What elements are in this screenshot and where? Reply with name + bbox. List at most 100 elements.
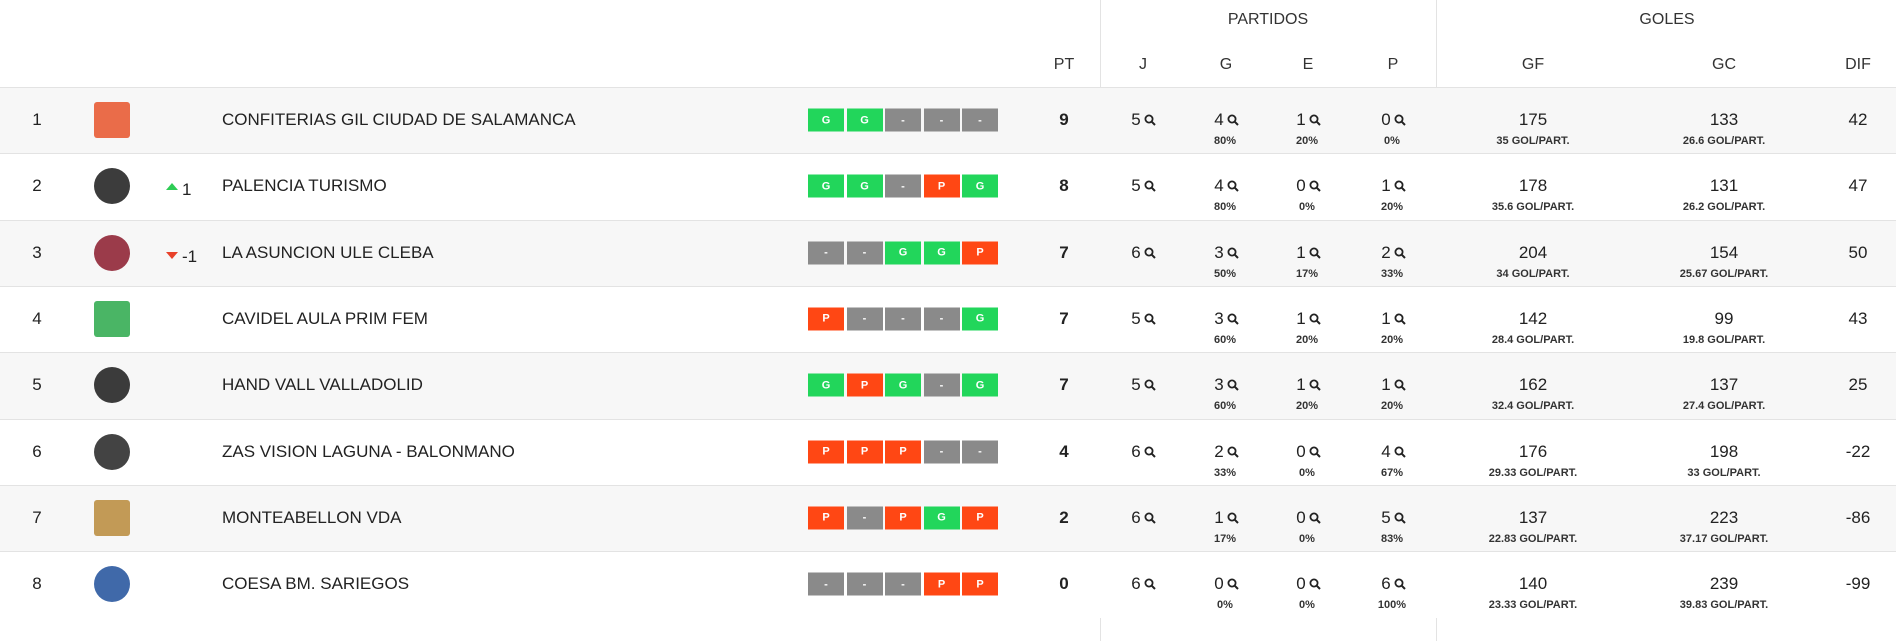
form-badge: -	[846, 307, 883, 331]
search-icon	[1394, 446, 1406, 458]
form-badge: G	[808, 108, 844, 132]
stat-e: 1	[1296, 242, 1306, 262]
stat-j: 6	[1131, 242, 1141, 262]
form-badge: G	[962, 373, 998, 397]
form-badge: -	[923, 440, 960, 463]
points: 7	[1059, 375, 1069, 395]
points: 0	[1059, 574, 1069, 594]
form-badge: P	[808, 307, 844, 331]
search-icon	[1394, 379, 1406, 391]
form-badge: -	[808, 572, 844, 596]
form-badge: G	[885, 373, 921, 397]
search-icon	[1144, 180, 1156, 193]
form-badge: -	[885, 572, 921, 596]
column-header: PT	[1053, 56, 1075, 73]
position: 1	[32, 110, 42, 129]
team-logo	[94, 499, 130, 536]
form-badge: -	[962, 440, 998, 463]
team-name: CAVIDEL AULA PRIM FEM	[222, 308, 428, 328]
column-header: P	[1387, 56, 1399, 73]
form-badge: G	[923, 241, 960, 265]
stat-j: 6	[1131, 574, 1141, 594]
form-badge: P	[962, 572, 998, 596]
search-icon	[1394, 247, 1406, 259]
stat-p: 0	[1381, 110, 1391, 129]
team-logo	[94, 168, 130, 205]
team-logo	[94, 367, 130, 404]
points: 8	[1059, 176, 1069, 196]
stat-p: 1	[1381, 375, 1391, 395]
team-logo	[94, 102, 130, 138]
table-row: 5 HAND VALL VALLADOLID G P G - G 7 5 3 60% 1 20% 1 20%…	[0, 352, 1896, 420]
goals-against: 154	[1709, 242, 1739, 262]
table-row: 6 ZAS VISION LAGUNA - BALONMANO P P P - -4 6 2 33…	[0, 418, 1896, 486]
search-icon	[1227, 446, 1239, 458]
team-logo	[94, 234, 130, 271]
form-badge: -	[808, 241, 844, 265]
table-row: 3 -1 LA ASUNCION ULE CLEBA - - G G P 7 6 3 50% 1 17% 2…	[0, 219, 1896, 287]
form-badge: P	[962, 241, 998, 265]
goals-for-avg: 35.6 GOL/PART.	[1491, 201, 1575, 214]
stat-e: 1	[1296, 110, 1306, 129]
goals-for-avg: 23.33 GOL/PART.	[1488, 599, 1578, 612]
team-name: ZAS VISION LAGUNA - BALONMANO	[222, 441, 515, 461]
form-badge: -	[846, 572, 883, 596]
team-name: HAND VALL VALLADOLID	[222, 375, 423, 395]
column-header: GC	[1712, 56, 1736, 73]
search-icon	[1309, 446, 1321, 458]
search-icon	[1144, 379, 1156, 391]
goals-for-avg: 29.33 GOL/PART.	[1488, 466, 1578, 479]
search-icon	[1144, 512, 1156, 524]
search-icon	[1227, 114, 1239, 126]
form-badge: -	[923, 307, 960, 331]
goals-for: 204	[1518, 242, 1548, 262]
search-icon	[1309, 379, 1321, 391]
search-icon	[1144, 247, 1156, 259]
search-icon	[1227, 379, 1239, 391]
form-badge: P	[846, 373, 883, 397]
goal-difference: -86	[1845, 507, 1871, 527]
search-icon	[1144, 313, 1156, 325]
goal-difference: 50	[1848, 242, 1868, 262]
column-header: DIF	[1845, 56, 1871, 73]
form-badge: P	[808, 440, 844, 463]
team-name: PALENCIA TURISMO	[222, 176, 387, 196]
points: 2	[1059, 507, 1069, 527]
search-icon	[1309, 180, 1321, 193]
points: 7	[1059, 308, 1069, 328]
goals-against: 133	[1709, 110, 1739, 129]
stat-p: 1	[1381, 176, 1391, 196]
position: 7	[32, 507, 42, 527]
goals-against: 223	[1709, 507, 1739, 527]
goals-against: 137	[1709, 375, 1739, 395]
stat-p: 4	[1381, 441, 1391, 461]
goals-against-avg: 39.83 GOL/PART.	[1679, 599, 1769, 612]
form-badge: P	[885, 440, 921, 463]
trend-up	[166, 183, 178, 191]
stat-g: 3	[1214, 308, 1224, 328]
form-badge: P	[808, 506, 844, 530]
form-badge: -	[885, 174, 921, 198]
team-name: MONTEABELLON VDA	[222, 507, 402, 527]
stat-g: 3	[1214, 375, 1224, 395]
goals-for: 176	[1518, 441, 1548, 461]
form-badge: -	[846, 506, 883, 530]
stat-g: 4	[1214, 176, 1224, 196]
search-icon	[1309, 512, 1321, 524]
table-row: 1 CONFITERIAS GIL CIUDAD DE SALAMANCA G G - -…	[0, 87, 1896, 154]
stat-j: 5	[1131, 308, 1141, 328]
form-badge: -	[962, 108, 998, 132]
column-header: J	[1139, 56, 1147, 73]
goals-for: 140	[1518, 574, 1548, 594]
search-icon	[1227, 578, 1239, 590]
goal-difference: -22	[1845, 441, 1871, 461]
form-badge: -	[885, 307, 921, 331]
trend-down	[166, 251, 178, 259]
table-row: 4 CAVIDEL AULA PRIM FEM P - - - G 7 5 3 60% 1 20% 1 20…	[0, 285, 1896, 353]
column-header: G	[1219, 56, 1233, 73]
goals-for: 178	[1518, 176, 1548, 196]
goals-for: 175	[1518, 110, 1548, 129]
goal-difference: 47	[1848, 176, 1868, 196]
form-badge: G	[846, 174, 883, 198]
table-row: 7 MONTEABELLON VDA P - P G P 2 6 1 17% 0 0% 5 83% 137 22…	[0, 484, 1896, 552]
